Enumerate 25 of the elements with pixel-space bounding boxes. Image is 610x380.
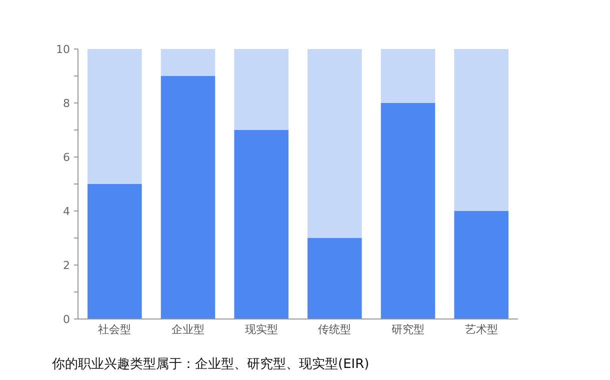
bar bbox=[234, 130, 288, 319]
text: 你的职业兴趣类型属于：企业型、研究型、现实型(EIR) bbox=[51, 357, 370, 372]
y-tick-label: 10 bbox=[56, 43, 70, 56]
x-tick-label: 企业型 bbox=[172, 323, 204, 336]
y-tick-label: 0 bbox=[63, 313, 70, 326]
y-tick-label: 8 bbox=[63, 97, 70, 110]
bar bbox=[160, 49, 216, 76]
x-tick-label: 传统型 bbox=[318, 323, 352, 336]
x-tick-label: 社会型 bbox=[98, 323, 132, 336]
bar bbox=[454, 49, 508, 211]
bar bbox=[234, 49, 288, 130]
x-tick-label: 研究型 bbox=[392, 323, 424, 336]
y-tick-label: 4 bbox=[63, 205, 70, 218]
bar bbox=[380, 103, 436, 319]
bar bbox=[308, 238, 362, 319]
bar bbox=[454, 211, 508, 319]
bar bbox=[88, 49, 142, 184]
bar bbox=[88, 184, 142, 319]
bar bbox=[308, 49, 362, 238]
y-tick-label: 2 bbox=[63, 259, 70, 272]
x-tick-label: 现实型 bbox=[244, 323, 278, 336]
x-tick-label: 艺术型 bbox=[464, 323, 498, 336]
y-tick-label: 6 bbox=[63, 151, 70, 164]
bar bbox=[160, 76, 216, 319]
bar bbox=[380, 49, 436, 103]
